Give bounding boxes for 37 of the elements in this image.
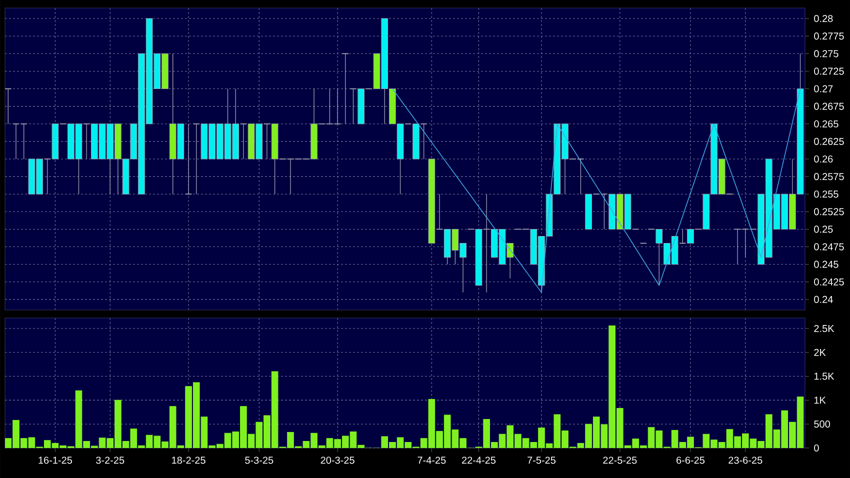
y-tick-label: 0.2725 (814, 68, 844, 75)
x-tick-label: 22-5-25 (603, 456, 637, 464)
y-tick-label: 2.5K (814, 324, 834, 332)
x-tick-label: 18-2-25 (172, 456, 206, 464)
x-tick-label: 23-6-25 (728, 456, 762, 464)
y-tick-label: 0.2575 (814, 173, 844, 180)
y-tick-label: 0.2675 (814, 102, 844, 110)
y-tick-label: 0.255 (814, 190, 838, 198)
y-tick-label: 0.245 (814, 260, 838, 268)
y-tick-label: 0.2625 (814, 138, 844, 145)
x-tick-label: 7-4-25 (418, 456, 446, 464)
y-tick-label: 0.28 (814, 14, 833, 22)
y-tick-label: 0.2475 (814, 243, 844, 250)
x-tick-label: 6-6-25 (676, 456, 705, 464)
y-tick-label: 0.2775 (814, 32, 844, 40)
x-tick-label: 3-2-25 (96, 456, 124, 464)
y-tick-label: 0.2425 (814, 278, 844, 286)
y-tick-label: 500 (814, 420, 830, 428)
y-tick-label: 0.275 (814, 50, 838, 58)
y-tick-label: 0.27 (814, 85, 833, 92)
line-series (392, 88, 801, 293)
y-tick-label: 0 (814, 444, 819, 452)
x-tick-label: 16-1-25 (38, 456, 72, 464)
x-tick-label: 20-3-25 (320, 456, 354, 464)
y-tick-label: 0.25 (814, 226, 833, 233)
y-tick-label: 0.2525 (814, 208, 844, 216)
x-tick-label: 7-5-25 (528, 456, 556, 464)
x-tick-label: 5-3-25 (245, 456, 274, 464)
y-tick-label: 0.26 (814, 155, 833, 163)
y-tick-label: 1.5K (814, 372, 834, 380)
y-tick-label: 0.24 (814, 296, 833, 303)
candlestick (184, 124, 192, 195)
x-tick-label: 22-4-25 (462, 456, 496, 464)
y-tick-label: 0.265 (814, 120, 838, 128)
candlestick (342, 53, 350, 124)
y-tick-label: 1K (814, 396, 826, 404)
y-tick-label: 2K (814, 348, 826, 356)
